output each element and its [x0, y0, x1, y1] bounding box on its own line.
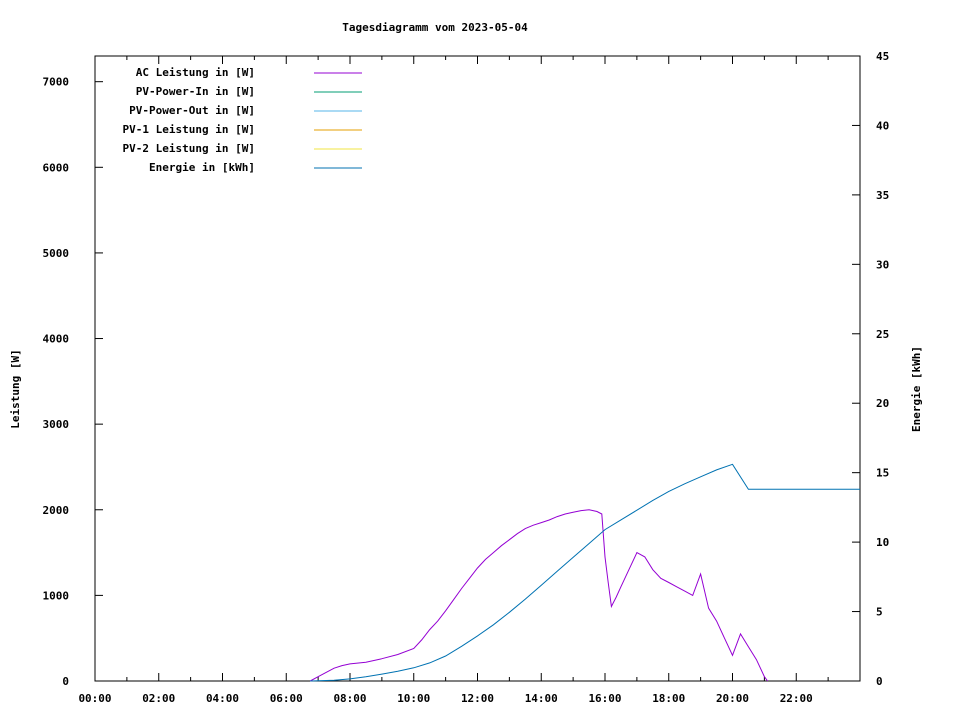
y2-tick-label: 25 [876, 328, 889, 341]
y2-tick-label: 40 [876, 119, 889, 132]
y-tick-label: 6000 [43, 161, 70, 174]
y-tick-label: 5000 [43, 247, 70, 260]
y2-axis-label: Energie [kWh] [910, 346, 923, 432]
x-tick-label: 04:00 [206, 692, 239, 705]
x-tick-label: 06:00 [270, 692, 303, 705]
x-tick-label: 16:00 [588, 692, 621, 705]
x-tick-label: 22:00 [780, 692, 813, 705]
y-tick-label: 7000 [43, 76, 70, 89]
x-tick-label: 18:00 [652, 692, 685, 705]
y2-tick-label: 15 [876, 467, 889, 480]
legend: AC Leistung in [W] PV-Power-In in [W] PV-P… [123, 66, 362, 174]
x-tick-label: 08:00 [333, 692, 366, 705]
legend-label: PV-2 Leistung in [W] [123, 142, 255, 155]
x-tick-label: 02:00 [142, 692, 175, 705]
x-tick-label: 12:00 [461, 692, 494, 705]
y2-tick-label: 20 [876, 397, 889, 410]
y2-tick-label: 45 [876, 50, 889, 63]
y-tick-label: 4000 [43, 333, 70, 346]
legend-label: AC Leistung in [W] [136, 66, 255, 79]
y2-tick-label: 5 [876, 606, 883, 619]
legend-label: PV-1 Leistung in [W] [123, 123, 255, 136]
y2-tick-label: 10 [876, 536, 889, 549]
x-tick-label: 14:00 [525, 692, 558, 705]
y-axis-label: Leistung [W] [9, 349, 22, 428]
y2-tick-label: 0 [876, 675, 883, 688]
x-tick-label: 20:00 [716, 692, 749, 705]
y-tick-label: 1000 [43, 589, 70, 602]
series-line-0 [309, 509, 769, 682]
legend-label: Energie in [kWh] [149, 161, 255, 174]
legend-label: PV-Power-Out in [W] [129, 104, 255, 117]
chart-title: Tagesdiagramm vom 2023-05-04 [342, 21, 528, 34]
y2-tick-label: 30 [876, 258, 889, 271]
x-tick-label: 00:00 [78, 692, 111, 705]
y-tick-label: 3000 [43, 418, 70, 431]
x-tick-label: 10:00 [397, 692, 430, 705]
y-tick-label: 0 [62, 675, 69, 688]
y-tick-label: 2000 [43, 504, 70, 517]
y2-tick-label: 35 [876, 189, 889, 202]
legend-label: PV-Power-In in [W] [136, 85, 255, 98]
series-line-5 [310, 463, 860, 682]
